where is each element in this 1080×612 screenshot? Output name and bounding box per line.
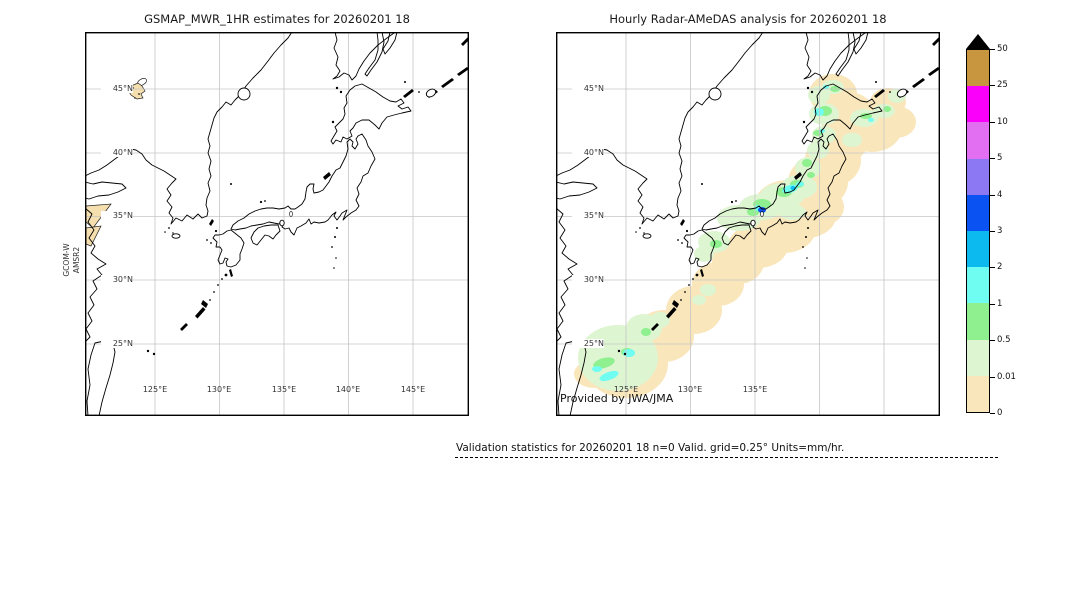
right-lat-30: 30°N <box>572 275 604 284</box>
colorbar-tick <box>990 85 995 87</box>
colorbar-label-0.5: 0.5 <box>997 335 1011 345</box>
colorbar-segment-0-0.01 <box>967 375 989 413</box>
left-panel-title: GSMAP_MWR_1HR estimates for 20260201 18 <box>144 12 410 26</box>
colorbar-tick <box>990 412 995 414</box>
colorbar-label-10: 10 <box>997 117 1008 127</box>
colorbar-segment-0.01-0.5 <box>967 339 989 376</box>
colorbar-tick <box>990 158 995 160</box>
right-panel-title: Hourly Radar-AMeDAS analysis for 2026020… <box>609 12 887 26</box>
colorbar-segment-5-10 <box>967 122 989 159</box>
right-lat-45: 45°N <box>572 84 604 93</box>
right-lon-125: 125°E <box>613 385 639 394</box>
colorbar-label-25: 25 <box>997 80 1008 90</box>
left-map-svg <box>85 32 469 416</box>
colorbar-tick <box>990 340 995 342</box>
left-lon-135: 135°E <box>271 385 297 394</box>
right-lat-40: 40°N <box>572 148 604 157</box>
colorbar-tick <box>990 194 995 196</box>
left-lat-45: 45°N <box>101 84 133 93</box>
validation-statistics-text: Validation statistics for 20260201 18 n=… <box>456 442 845 454</box>
right-map-panel: 45°N 40°N 35°N 30°N 25°N 125°E 130°E 135… <box>556 32 940 416</box>
ylabel-line-gcomw: GCOM-W <box>62 243 71 277</box>
precip-3-4 <box>758 207 766 213</box>
left-lon-140: 140°E <box>335 385 361 394</box>
right-lat-25: 25°N <box>572 339 604 348</box>
left-lon-145: 145°E <box>400 385 426 394</box>
right-lon-135: 135°E <box>742 385 768 394</box>
colorbar-overflow-triangle <box>966 34 990 49</box>
dashed-separator-line <box>455 457 998 458</box>
ylabel-line-amsr2: AMSR2 <box>72 246 81 274</box>
left-lon-130: 130°E <box>206 385 232 394</box>
colorbar-label-5: 5 <box>997 153 1003 163</box>
colorbar-tick <box>990 267 995 269</box>
left-lat-40: 40°N <box>101 148 133 157</box>
right-map-svg <box>556 32 940 416</box>
left-map-border <box>85 32 469 416</box>
colorbar-tick <box>990 121 995 123</box>
colorbar-segment-25-50 <box>967 50 989 87</box>
colorbar <box>966 49 990 413</box>
colorbar-segment-2-3 <box>967 231 989 268</box>
gsmap-swath-patches <box>85 78 147 247</box>
credit-text: Provided by JWA/JMA <box>560 392 674 405</box>
right-lat-35: 35°N <box>572 211 604 220</box>
colorbar-segment-10-25 <box>967 86 989 123</box>
colorbar-tick <box>990 48 995 50</box>
right-map-border <box>556 32 940 416</box>
colorbar-label-0.01: 0.01 <box>997 372 1016 382</box>
colorbar-tick <box>990 230 995 232</box>
colorbar-segment-1-2 <box>967 267 989 304</box>
left-panel-ylabel: GCOM-W AMSR2 <box>62 221 84 299</box>
colorbar-label-0: 0 <box>997 408 1003 418</box>
left-map-panel: 45°N 40°N 35°N 30°N 25°N 125°E 130°E 135… <box>85 32 469 416</box>
colorbar-tick <box>990 303 995 305</box>
colorbar-label-4: 4 <box>997 190 1003 200</box>
colorbar-label-3: 3 <box>997 226 1003 236</box>
swath-dark-specks <box>132 87 140 99</box>
colorbar-label-1: 1 <box>997 299 1003 309</box>
colorbar-tick <box>990 376 995 378</box>
right-lon-130: 130°E <box>677 385 703 394</box>
colorbar-label-2: 2 <box>997 262 1003 272</box>
colorbar-segment-4-5 <box>967 158 989 195</box>
left-map-gridlines <box>85 32 469 416</box>
colorbar-segment-3-4 <box>967 194 989 232</box>
colorbar-label-50: 50 <box>997 44 1008 54</box>
left-lat-35: 35°N <box>101 211 133 220</box>
left-lat-30: 30°N <box>101 275 133 284</box>
colorbar-segment-0.5-1 <box>967 303 989 340</box>
left-lat-25: 25°N <box>101 339 133 348</box>
left-lon-125: 125°E <box>142 385 168 394</box>
